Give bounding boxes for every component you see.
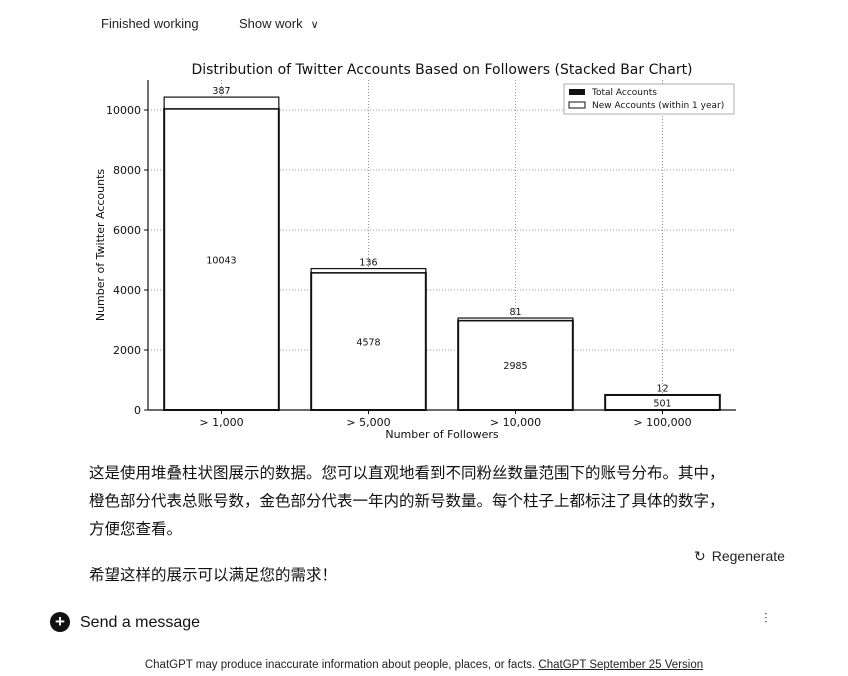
regenerate-label: Regenerate [711, 548, 785, 564]
show-work-label: Show work [239, 16, 303, 31]
data-label-total: 2985 [503, 361, 527, 372]
x-tick-label: > 5,000 [346, 416, 390, 429]
x-axis-label: Number of Followers [385, 428, 499, 441]
chevron-down-icon: ∨ [310, 19, 319, 31]
message-input[interactable] [78, 610, 722, 636]
chart-title: Distribution of Twitter Accounts Based o… [191, 62, 692, 78]
footer-disclaimer: ChatGPT may produce inaccurate informati… [144, 659, 539, 671]
x-tick-label: > 100,000 [633, 416, 691, 429]
y-tick-label: 4000 [113, 284, 141, 297]
y-tick-label: 0 [134, 404, 141, 417]
show-work-button[interactable]: Show work ∨ [239, 16, 319, 31]
legend-swatch-total [569, 89, 585, 95]
legend-swatch-new [568, 101, 586, 109]
x-tick-label: > 10,000 [490, 416, 541, 429]
y-tick-label: 8000 [113, 164, 141, 177]
bar-total-accounts [457, 319, 574, 412]
chart-svg: Distribution of Twitter Accounts Based o… [94, 62, 736, 441]
assistant-paragraph-2: 希望这样的展示可以满足您的需求！ [89, 567, 338, 584]
data-label-total: 10043 [206, 255, 236, 266]
regenerate-button[interactable]: ↻ Regenerate [694, 548, 785, 565]
assistant-paragraph-1: 这是使用堆叠柱状图展示的数据。您可以直观地看到不同粉丝数量范围下的账号分布。其中… [89, 465, 725, 538]
y-tick-label: 6000 [113, 224, 141, 237]
footer: ChatGPT may produce inaccurate informati… [0, 659, 848, 671]
plus-icon[interactable]: + [50, 612, 70, 632]
message-composer: + ⫶ [44, 604, 804, 642]
top-bar: Finished working Show work ∨ [0, 0, 848, 48]
data-label-new: 387 [212, 86, 230, 97]
y-tick-label: 2000 [113, 344, 141, 357]
data-label-total: 501 [653, 398, 671, 409]
y-tick-label: 10000 [106, 104, 141, 117]
data-label-total: 4578 [356, 337, 380, 348]
legend-box [563, 83, 735, 115]
stacked-bar-chart: Distribution of Twitter Accounts Based o… [88, 56, 748, 446]
x-tick-label: > 1,000 [199, 416, 243, 429]
bar-new-accounts [310, 267, 427, 274]
legend-label-total: Total Accounts [591, 88, 657, 98]
bar-new-accounts [163, 96, 280, 110]
bar-total-accounts [163, 107, 280, 412]
send-icon[interactable]: ⫶ [764, 610, 768, 626]
refresh-icon: ↻ [694, 548, 706, 564]
data-label-new: 136 [359, 258, 377, 269]
finished-working-label: Finished working [101, 16, 199, 31]
y-axis-label: Number of Twitter Accounts [94, 169, 107, 322]
version-link[interactable]: ChatGPT September 25 Version [538, 659, 704, 671]
bar-new-accounts [457, 317, 574, 322]
data-label-new: 81 [509, 307, 521, 318]
data-label-new: 12 [656, 384, 668, 395]
legend-label-new: New Accounts (within 1 year) [592, 101, 724, 111]
